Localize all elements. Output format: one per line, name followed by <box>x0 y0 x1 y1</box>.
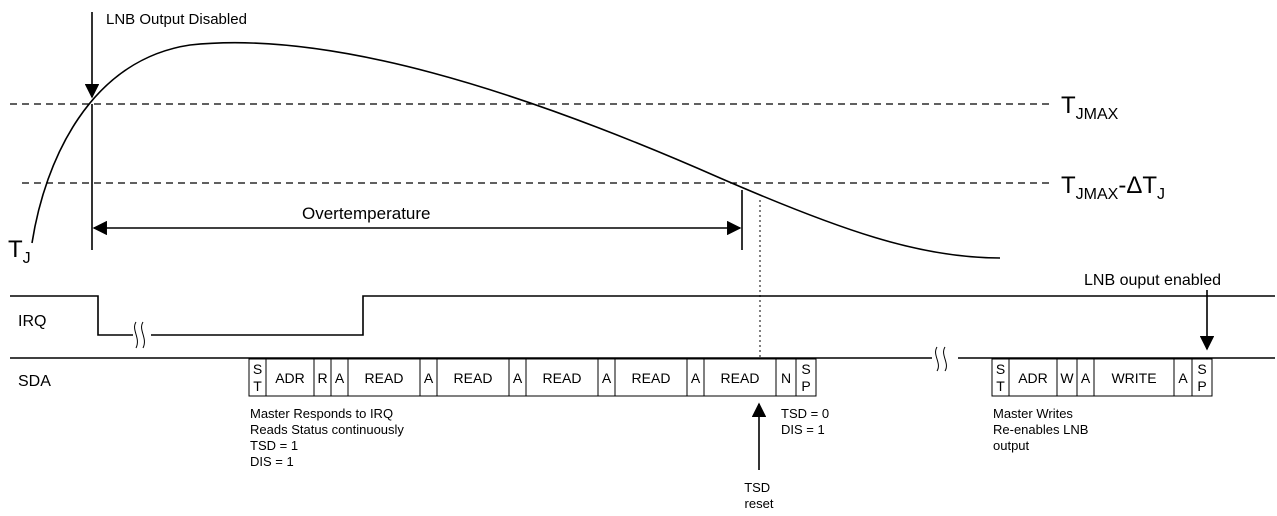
sda-cell-label: A <box>513 370 523 386</box>
sda-cell <box>525 358 599 397</box>
sda-cell-label-line2: P <box>801 378 810 394</box>
sda-cell-label-line2: P <box>1197 378 1206 394</box>
master-write-note: Master Writes Re-enables LNB output <box>993 406 1092 453</box>
sda-cell-label: READ <box>365 370 404 386</box>
sda-cell <box>1008 358 1058 397</box>
sda-label: SDA <box>18 373 51 390</box>
sda-cell-label: READ <box>454 370 493 386</box>
sda-cell-label: ADR <box>1018 370 1048 386</box>
sda-cell-label: READ <box>721 370 760 386</box>
sda-cell-label: N <box>781 370 791 386</box>
sda-cell-label-line2: T <box>996 378 1005 394</box>
sda-cell-label: WRITE <box>1111 370 1156 386</box>
sda-cell-label: S <box>253 361 262 377</box>
sda-cell-label-line2: T <box>253 378 262 394</box>
sda-cell-label: R <box>317 370 327 386</box>
sda-read-sequence: ST ADR R A READ A READ A READ A READ A READ NSP <box>248 358 817 397</box>
sda-cell <box>795 358 817 397</box>
irq-waveform <box>10 295 1275 336</box>
sda-cell <box>1093 358 1175 397</box>
irq-label: IRQ <box>18 313 46 330</box>
lnb-output-enabled-label: LNB ouput enabled <box>1084 272 1221 289</box>
sda-cell-label: S <box>801 361 810 377</box>
sda-cell-label: A <box>691 370 701 386</box>
sda-cell-label: W <box>1060 370 1074 386</box>
sda-cell <box>436 358 510 397</box>
tjmax-label: TJMAX <box>1061 92 1119 123</box>
tj-label: TJ <box>8 236 31 267</box>
lnb-output-disabled-label: LNB Output Disabled <box>106 11 247 28</box>
sda-cell-label: READ <box>543 370 582 386</box>
sda-cell-label: A <box>1178 370 1188 386</box>
tjmax-delta-label: TJMAX-ΔTJ <box>1061 172 1165 203</box>
sda-cell <box>1191 358 1213 397</box>
sda-cell-label: S <box>996 361 1005 377</box>
overtemperature-label: Overtemperature <box>302 204 431 223</box>
sda-cell <box>265 358 315 397</box>
sda-cell-label: A <box>335 370 345 386</box>
tsd-state-note: TSD = 0 DIS = 1 <box>781 406 833 437</box>
sda-break-mark <box>932 345 958 373</box>
sda-cell-label: ADR <box>275 370 305 386</box>
sda-cell-label: A <box>1081 370 1091 386</box>
master-read-note: Master Responds to IRQ Reads Status cont… <box>250 406 408 469</box>
tsd-reset-label: TSD reset <box>744 480 774 511</box>
temperature-curve <box>31 41 1001 259</box>
sda-cell-label: A <box>602 370 612 386</box>
irq-break-mark <box>133 320 151 350</box>
sda-cell <box>614 358 688 397</box>
sda-write-sequence: ST ADR W A WRITE ASP <box>991 358 1213 397</box>
sda-cell-label: S <box>1197 361 1206 377</box>
sda-cell-label: READ <box>632 370 671 386</box>
sda-cell-label: A <box>424 370 434 386</box>
